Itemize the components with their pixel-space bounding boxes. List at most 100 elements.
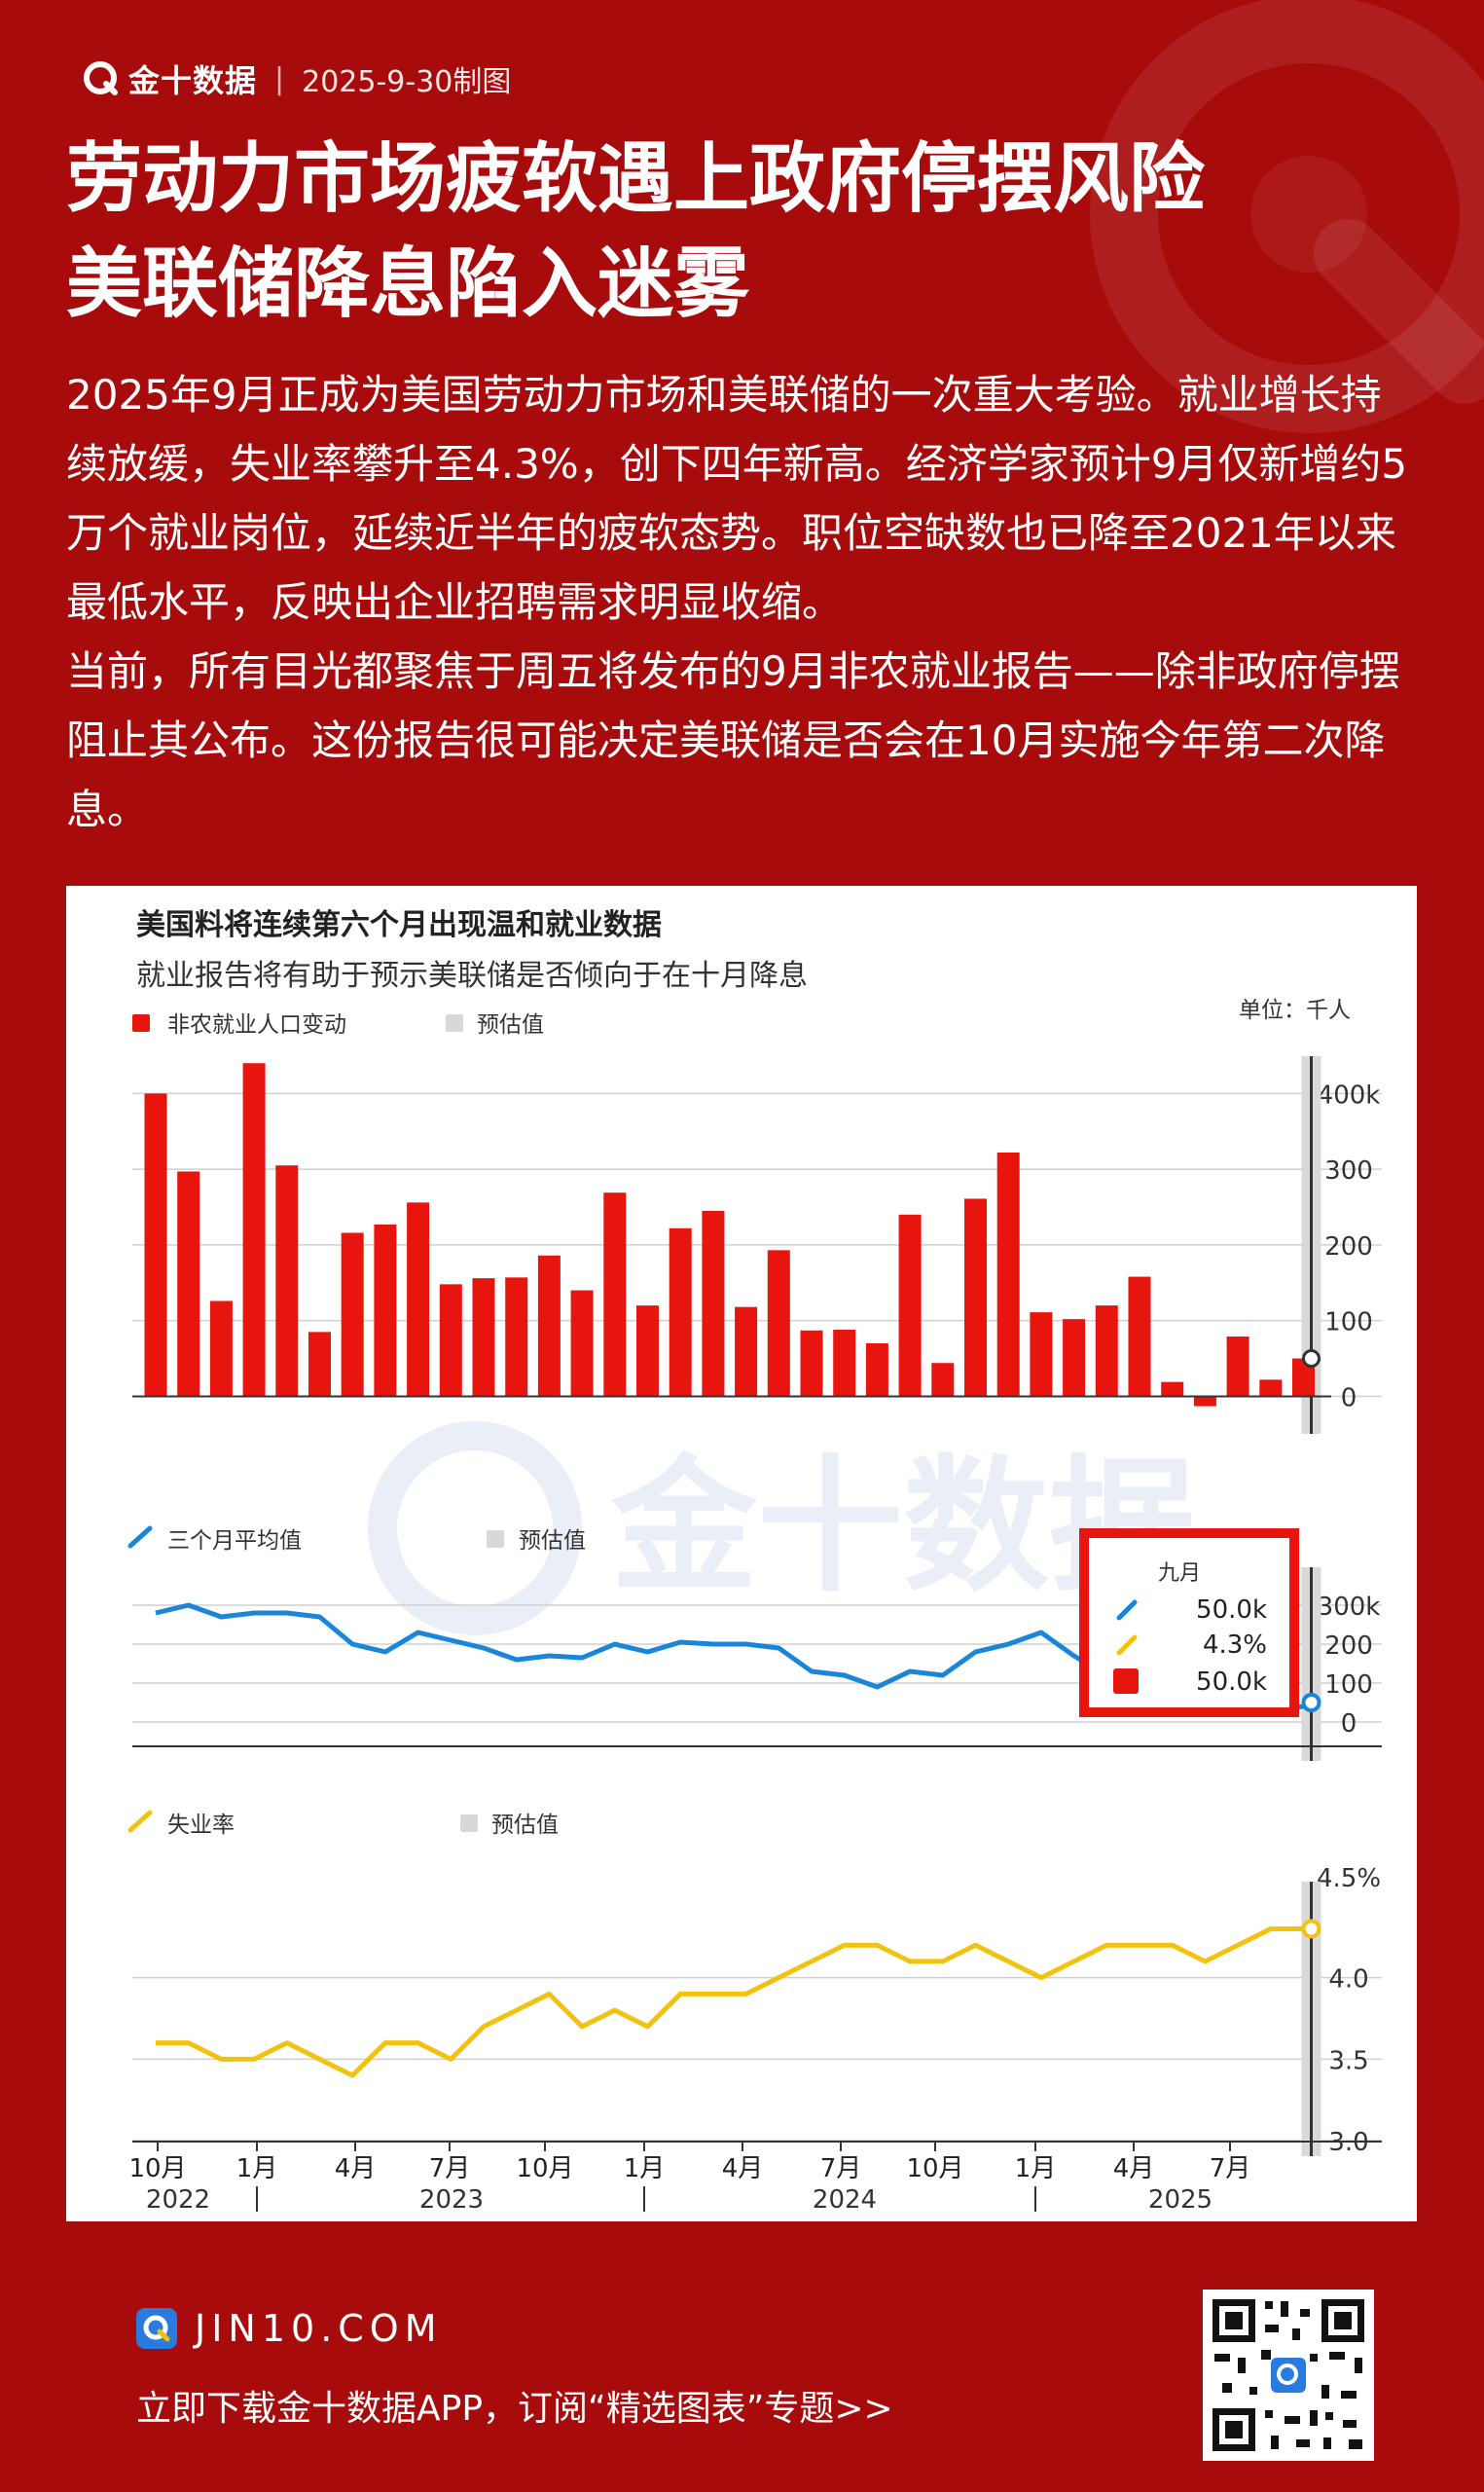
y-tick-label: 100	[1324, 1308, 1373, 1338]
y-tick-label: 4.0	[1328, 1965, 1368, 1995]
bar	[177, 1171, 200, 1397]
legend-label-1: 三个月平均值	[167, 1528, 302, 1554]
bar	[1226, 1337, 1249, 1397]
bar	[898, 1214, 922, 1397]
unemp-series-line	[156, 1925, 1304, 2078]
unit-label: 单位：千人	[1239, 998, 1351, 1023]
legend-estimate-label-1: 预估值	[519, 1528, 586, 1554]
bar	[1259, 1379, 1283, 1397]
bar	[1030, 1312, 1053, 1397]
x-tick-label: 7月	[429, 2154, 471, 2183]
bar	[669, 1228, 692, 1397]
bar	[833, 1330, 856, 1397]
header: 金十数据 | 2025-9-30制图	[82, 56, 511, 101]
y-tick-label: 300k	[1318, 1593, 1381, 1622]
bar	[735, 1306, 758, 1397]
estimate-point	[1301, 1693, 1321, 1712]
page-title: 劳动力市场疲软遇上政府停摆风险 美联储降息陷入迷雾	[66, 127, 1205, 337]
bar	[144, 1093, 167, 1397]
bar	[800, 1330, 823, 1397]
year-label: 2023	[419, 2185, 484, 2215]
footer-link[interactable]: JIN10.COM	[136, 2307, 443, 2350]
bar	[472, 1278, 495, 1397]
estimate-point	[1301, 1919, 1321, 1939]
watermark-logo-icon	[368, 1421, 582, 1635]
x-tick-label: 7月	[820, 2154, 862, 2183]
footer-url: JIN10.COM	[195, 2307, 443, 2350]
bar	[209, 1301, 233, 1397]
legend-estimate-label-0: 预估值	[477, 1012, 544, 1038]
x-tick-label: 1月	[624, 2154, 666, 2183]
header-separator: |	[274, 61, 285, 96]
bar	[570, 1290, 594, 1397]
year-label: 2025	[1148, 2185, 1213, 2215]
y-tick-label: 400k	[1318, 1081, 1381, 1110]
intro-paragraph-2: 当前，所有目光都聚焦于周五将发布的9月非农就业报告——除非政府停摆阻止其公布。这…	[66, 647, 1400, 833]
x-tick-label: 4月	[722, 2154, 764, 2183]
bar	[242, 1063, 266, 1397]
year-label: 2024	[813, 2185, 877, 2215]
bar	[439, 1284, 462, 1397]
y-tick-label: 200	[1324, 1232, 1373, 1262]
y-tick-label: 200	[1324, 1631, 1373, 1661]
legend-swatch-line	[127, 1525, 153, 1549]
x-tick-label: 10月	[128, 2154, 186, 2183]
legend-swatch-estimate	[446, 1014, 463, 1032]
x-tick-label: 1月	[1015, 2154, 1057, 2183]
bar	[374, 1224, 397, 1397]
chart-date: 2025-9-30制图	[302, 65, 512, 99]
chart-title: 美国料将连续第六个月出现温和就业数据	[136, 908, 662, 942]
footer-cta[interactable]: 立即下载金十数据APP，订阅“精选图表”专题>>	[136, 2389, 893, 2429]
legend-swatch-estimate	[460, 1814, 478, 1832]
chart-card: 金十数据 美国料将连续第六个月出现温和就业数据 就业报告将有助于预示美联储是否倾向于…	[66, 886, 1417, 2221]
x-tick-label: 4月	[1113, 2154, 1155, 2183]
legend-swatch-estimate	[487, 1530, 504, 1548]
legend-swatch-line	[127, 1810, 153, 1833]
year-label: 2022	[146, 2185, 210, 2215]
x-tick-label: 4月	[335, 2154, 377, 2183]
bar	[1128, 1276, 1151, 1397]
bar	[636, 1305, 659, 1397]
bar	[1095, 1305, 1118, 1397]
bar	[275, 1165, 299, 1397]
bar	[865, 1343, 888, 1397]
legend-estimate-label-2: 预估值	[491, 1813, 559, 1838]
title-line-2: 美联储降息陷入迷雾	[66, 240, 750, 328]
y-tick-label: 100	[1324, 1670, 1373, 1700]
qr-code-icon	[1213, 2299, 1364, 2451]
bar	[996, 1153, 1020, 1397]
bar	[505, 1277, 528, 1397]
brand-name: 金十数据	[128, 62, 258, 99]
bar	[537, 1255, 561, 1397]
y-tick-label: 4.5%	[1317, 1864, 1381, 1893]
y-tick-label: 0	[1341, 1709, 1357, 1739]
intro-text: 2025年9月正成为美国劳动力市场和美联储的一次重大考验。就业增长持续放缓，失业…	[66, 360, 1419, 844]
y-tick-label: 0	[1341, 1383, 1357, 1412]
chart-svg: 金十数据美国料将连续第六个月出现温和就业数据就业报告将有助于预示美联储是否倾向于…	[127, 908, 1382, 2215]
bar	[308, 1332, 331, 1397]
bar	[964, 1198, 987, 1397]
qr-code[interactable]	[1203, 2290, 1374, 2461]
title-line-1: 劳动力市场疲软遇上政府停摆风险	[66, 135, 1206, 223]
callout-avg-swatch	[1116, 1599, 1138, 1621]
bar	[1292, 1358, 1315, 1397]
callout-value: 50.0k	[1196, 1595, 1267, 1625]
callout-bar-swatch	[1113, 1668, 1139, 1694]
callout-label: 九月	[1158, 1561, 1201, 1586]
chart-subtitle: 就业报告将有助于预示美联储是否倾向于在十月降息	[136, 959, 808, 993]
brand-logo-decoration	[1090, 0, 1484, 433]
x-tick-label: 10月	[906, 2154, 963, 2183]
callout-value: 4.3%	[1203, 1631, 1267, 1660]
legend-label-0: 非农就业人口变动	[167, 1012, 346, 1038]
jin10-logo-icon	[84, 61, 118, 95]
x-tick-label: 1月	[236, 2154, 278, 2183]
legend-swatch-bar	[132, 1014, 150, 1032]
bar	[603, 1192, 627, 1397]
bar	[407, 1202, 430, 1397]
y-tick-label: 300	[1324, 1156, 1373, 1186]
estimate-point	[1302, 1349, 1321, 1369]
intro-paragraph-1: 2025年9月正成为美国劳动力市场和美联储的一次重大考验。就业增长持续放缓，失业…	[66, 371, 1408, 626]
bar	[1161, 1381, 1184, 1397]
x-tick-label: 10月	[516, 2154, 573, 2183]
bar	[341, 1232, 364, 1397]
